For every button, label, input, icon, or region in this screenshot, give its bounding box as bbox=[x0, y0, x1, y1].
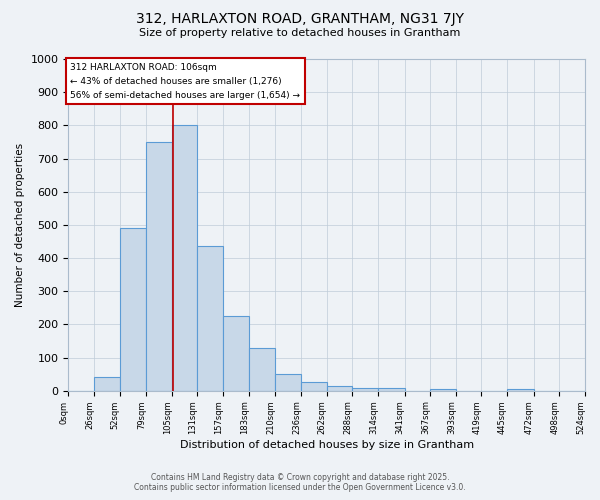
Bar bbox=[146, 142, 172, 390]
Text: Size of property relative to detached houses in Grantham: Size of property relative to detached ho… bbox=[139, 28, 461, 38]
Bar bbox=[275, 374, 301, 390]
Bar bbox=[119, 228, 146, 390]
Bar bbox=[378, 388, 404, 390]
Bar bbox=[430, 389, 456, 390]
Text: 312, HARLAXTON ROAD, GRANTHAM, NG31 7JY: 312, HARLAXTON ROAD, GRANTHAM, NG31 7JY bbox=[136, 12, 464, 26]
Bar bbox=[197, 246, 223, 390]
Bar bbox=[352, 388, 378, 390]
Bar bbox=[326, 386, 352, 390]
Bar bbox=[223, 316, 249, 390]
X-axis label: Distribution of detached houses by size in Grantham: Distribution of detached houses by size … bbox=[179, 440, 474, 450]
Text: 312 HARLAXTON ROAD: 106sqm
← 43% of detached houses are smaller (1,276)
56% of s: 312 HARLAXTON ROAD: 106sqm ← 43% of deta… bbox=[70, 63, 300, 100]
Bar bbox=[507, 389, 534, 390]
Bar bbox=[172, 126, 197, 390]
Bar bbox=[301, 382, 326, 390]
Y-axis label: Number of detached properties: Number of detached properties bbox=[15, 143, 25, 307]
Bar bbox=[249, 348, 275, 391]
Bar bbox=[94, 377, 119, 390]
Text: Contains HM Land Registry data © Crown copyright and database right 2025.
Contai: Contains HM Land Registry data © Crown c… bbox=[134, 473, 466, 492]
